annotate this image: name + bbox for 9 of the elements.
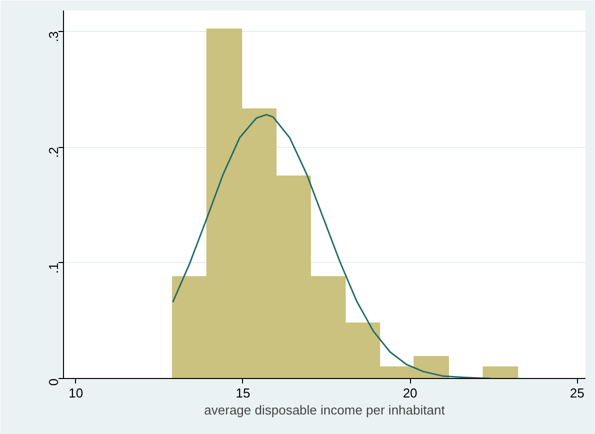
y-tick-label: .1 [46, 262, 61, 274]
x-tick-label: 15 [236, 386, 250, 400]
y-tick-label: 0 [46, 378, 61, 386]
x-tick-label: 20 [402, 386, 418, 400]
y-tick-label: .3 [46, 31, 61, 42]
x-axis-title: average disposable income per inhabitant [204, 402, 446, 418]
x-tick-label: 25 [570, 386, 584, 400]
y-tick-label: .2 [46, 147, 61, 158]
x-tick-label: 10 [68, 386, 84, 400]
